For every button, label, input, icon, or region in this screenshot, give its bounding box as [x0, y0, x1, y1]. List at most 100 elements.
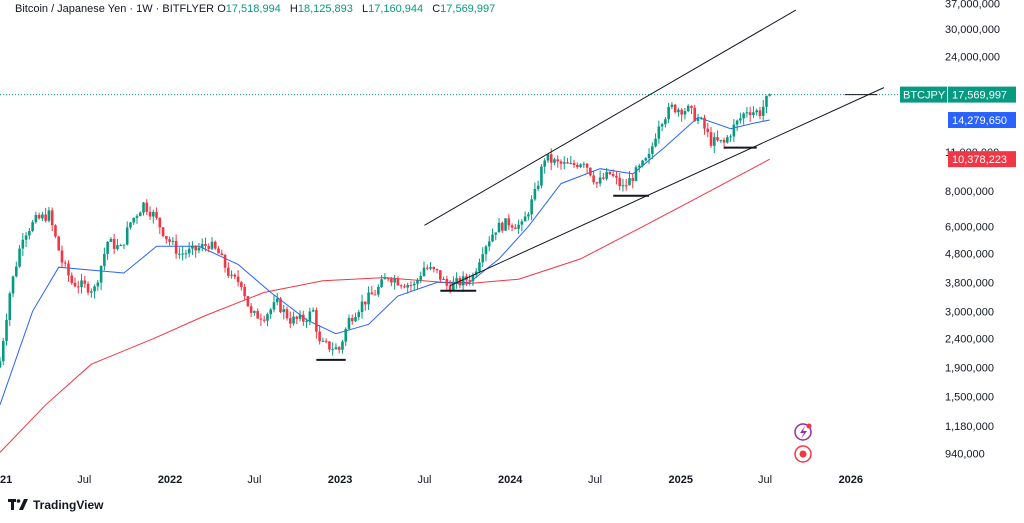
- candle-body: [726, 137, 729, 143]
- candle-body: [595, 182, 599, 184]
- candle-body: [504, 218, 507, 231]
- candle-body: [171, 240, 175, 242]
- candle-body: [80, 280, 83, 288]
- candle-body: [673, 104, 677, 113]
- candle-body: [76, 286, 80, 288]
- candle-body: [758, 110, 762, 116]
- candle-body: [572, 163, 576, 166]
- candle-body: [699, 117, 703, 119]
- candle-body: [481, 254, 485, 263]
- candle-body: [514, 227, 517, 229]
- candle-body: [119, 245, 122, 247]
- candle-body: [367, 292, 370, 305]
- candle-body: [748, 112, 752, 115]
- channel-line: [424, 9, 797, 226]
- trend-channel[interactable]: [424, 9, 885, 287]
- candle-body: [259, 318, 263, 320]
- candle-body: [422, 267, 426, 277]
- candle-body: [739, 118, 742, 121]
- price-tags: BTCJPY 17,569,997 14,279,650 10,378,223: [900, 86, 1016, 168]
- candle-body: [644, 158, 648, 161]
- candle-body: [165, 236, 168, 240]
- time-axis[interactable]: 2021 Jul 2022 Jul 2023 Jul 2024 Jul 2025 Jul 2026: [0, 474, 863, 486]
- candle-body: [350, 318, 354, 322]
- ma-fast-tag: [948, 112, 1016, 129]
- candle-body: [344, 328, 348, 342]
- candle-body: [249, 306, 253, 313]
- candle-body: [331, 349, 334, 351]
- support-lines[interactable]: [316, 146, 757, 361]
- time-tick-label: Jul: [247, 474, 261, 486]
- time-tick-label: Jul: [588, 474, 602, 486]
- candle-body: [582, 163, 586, 165]
- candle-body: [598, 177, 602, 184]
- last-price-tag-text: 17,569,997: [952, 90, 1007, 102]
- candle-body: [745, 112, 749, 114]
- candle-body: [37, 215, 41, 219]
- candle-body: [719, 140, 723, 142]
- candle-body: [709, 132, 713, 146]
- candle-body: [112, 238, 116, 249]
- candle-body: [439, 270, 442, 280]
- candle-body: [354, 317, 357, 322]
- candle-body: [328, 341, 331, 350]
- candle-body: [536, 185, 540, 190]
- time-tick-label: 2025: [669, 474, 693, 486]
- symbol-title[interactable]: Bitcoin / Japanese Yen · 1W · BITFLYER: [15, 3, 215, 15]
- candle-body: [373, 294, 377, 296]
- candle-body: [288, 318, 292, 324]
- candle-body: [690, 105, 693, 108]
- candle-body: [549, 154, 553, 163]
- candle-body: [200, 244, 204, 248]
- candle-body: [667, 106, 670, 120]
- candle-body: [220, 253, 224, 256]
- candle-body: [683, 111, 687, 115]
- candle-body: [298, 314, 302, 319]
- candle-body: [266, 314, 269, 321]
- bolt-icon[interactable]: [794, 423, 812, 441]
- candle-body: [21, 239, 25, 249]
- candle-body: [204, 244, 207, 246]
- candle-body: [487, 241, 491, 247]
- candle-body: [523, 216, 527, 222]
- candle-body: [761, 106, 765, 116]
- record-icon[interactable]: [794, 445, 812, 463]
- candle-body: [729, 136, 732, 138]
- candle-body: [83, 280, 87, 284]
- candle-body: [569, 163, 573, 165]
- candle-body: [452, 281, 455, 291]
- candle-body: [54, 225, 57, 237]
- tradingview-logo[interactable]: TradingView: [8, 498, 103, 512]
- price-tick-label: 24,000,000: [945, 51, 1000, 63]
- candle-body: [11, 276, 15, 294]
- candle-body: [722, 140, 726, 143]
- candle-body: [5, 319, 8, 342]
- candle-body: [24, 235, 28, 240]
- price-tick-label: 1,500,000: [945, 391, 994, 403]
- candle-body: [566, 162, 569, 164]
- candle-body: [507, 218, 511, 226]
- candle-body: [755, 110, 758, 113]
- price-tick-label: 2,400,000: [945, 334, 994, 346]
- candle-body: [240, 282, 243, 287]
- candle-body: [624, 185, 628, 187]
- candle-body: [155, 212, 158, 218]
- candle-body: [621, 185, 625, 187]
- price-tick-label: 1,900,000: [945, 362, 994, 374]
- candle-body: [292, 316, 295, 324]
- candle-body: [243, 286, 246, 297]
- candle-body: [605, 171, 608, 179]
- candle-body: [187, 248, 191, 254]
- price-axis[interactable]: 37,000,00030,000,00024,000,00011,000,000…: [945, 0, 1000, 461]
- price-tick-label: 30,000,000: [945, 24, 1000, 36]
- candle-body: [125, 227, 129, 245]
- candle-body: [184, 253, 188, 255]
- candle-body: [47, 210, 51, 221]
- ma-slow-line: [0, 158, 770, 453]
- close-value: 17,569,997: [440, 3, 496, 15]
- candle-body: [403, 286, 406, 288]
- candle-body: [197, 247, 201, 251]
- candle-body: [223, 255, 227, 268]
- ma-slow-path: [0, 158, 770, 453]
